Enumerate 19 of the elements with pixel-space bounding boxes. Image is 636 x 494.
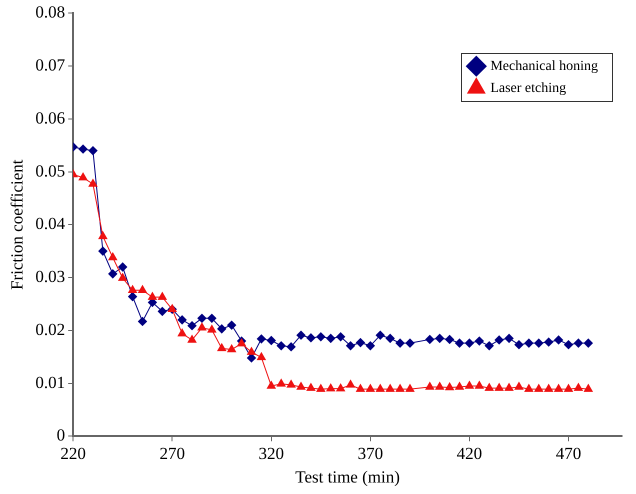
y-tick-label: 0 (56, 426, 66, 445)
y-axis-title: Friction coefficient (8, 159, 27, 290)
x-axis-title: Test time (min) (295, 467, 400, 486)
y-tick-label: 0.02 (35, 320, 66, 339)
y-tick-label: 0.04 (35, 214, 66, 234)
y-tick-label: 0.07 (35, 56, 66, 75)
y-tick-label: 0.08 (35, 2, 66, 22)
y-tick-label: 0.06 (35, 108, 66, 128)
x-tick-label: 370 (358, 444, 384, 463)
legend-label: Laser etching (490, 80, 566, 96)
x-tick-label: 320 (258, 444, 284, 463)
y-tick-label: 0.01 (35, 372, 66, 392)
x-tick-label: 470 (556, 444, 582, 463)
legend-label: Mechanical honing (490, 58, 598, 74)
x-tick-label: 420 (456, 444, 482, 463)
x-tick-label: 220 (60, 444, 86, 463)
y-tick-label: 0.03 (35, 267, 66, 286)
x-tick-label: 270 (159, 444, 185, 463)
y-tick-label: 0.05 (35, 161, 66, 180)
